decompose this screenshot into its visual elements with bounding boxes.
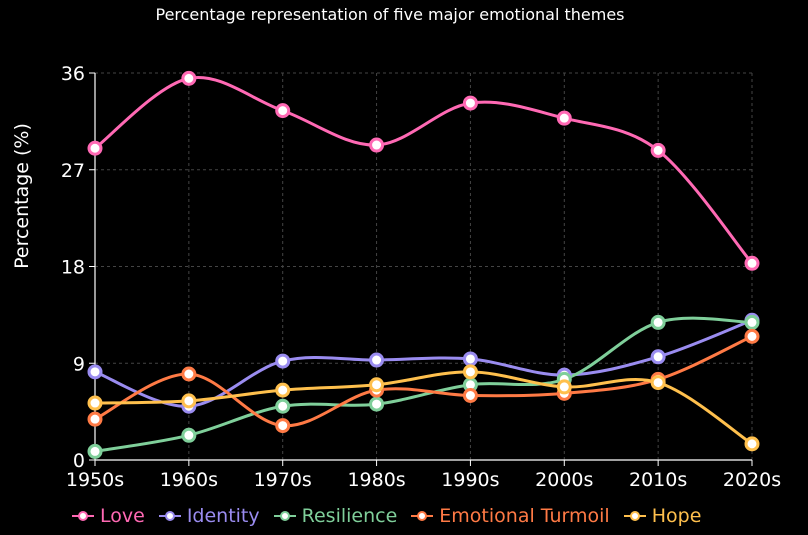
legend-marker-icon xyxy=(411,509,434,523)
series-line-love xyxy=(94,75,754,265)
data-point-hope[interactable] xyxy=(462,364,478,380)
y-tick-label: 27 xyxy=(61,160,85,182)
series-group xyxy=(87,70,760,459)
x-tick-label: 1970s xyxy=(254,469,312,491)
data-point-identity[interactable] xyxy=(650,349,666,365)
legend-label: Identity xyxy=(186,505,260,527)
data-point-resilience[interactable] xyxy=(744,314,760,330)
data-point-hope[interactable] xyxy=(275,382,291,398)
x-tick-label: 2010s xyxy=(629,469,687,491)
data-point-love[interactable] xyxy=(556,110,572,126)
legend-marker-icon xyxy=(623,509,646,523)
legend-item-resilience[interactable]: Resilience xyxy=(273,505,398,527)
data-point-resilience[interactable] xyxy=(87,443,103,459)
data-point-emotional-turmoil[interactable] xyxy=(87,411,103,427)
data-point-love[interactable] xyxy=(369,137,385,153)
axes: 0 9 18 27 36 1950s 1960s 1970s 1980s 1990s 2000s 20… xyxy=(61,63,781,491)
legend-item-hope[interactable]: Hope xyxy=(623,505,702,527)
x-tick-label: 1960s xyxy=(160,469,218,491)
legend-marker-icon xyxy=(158,509,181,523)
y-tick-label: 18 xyxy=(61,257,85,279)
legend-label: Resilience xyxy=(301,505,398,527)
y-tick-label: 36 xyxy=(61,63,85,85)
data-point-identity[interactable] xyxy=(462,351,478,367)
legend-item-emotional-turmoil[interactable]: Emotional Turmoil xyxy=(411,505,610,527)
chart-title: Percentage representation of five major … xyxy=(155,5,624,24)
x-tick-label: 1990s xyxy=(441,469,499,491)
legend-label: Emotional Turmoil xyxy=(439,505,610,527)
x-tick-label: 1980s xyxy=(347,469,405,491)
data-point-hope[interactable] xyxy=(650,375,666,391)
y-axis-label: Percentage (%) xyxy=(11,123,33,269)
legend-marker-icon xyxy=(273,509,296,523)
legend-marker-icon xyxy=(72,509,94,523)
data-point-identity[interactable] xyxy=(275,353,291,369)
data-point-resilience[interactable] xyxy=(181,427,197,443)
legend-label: Hope xyxy=(651,505,702,527)
data-point-emotional-turmoil[interactable] xyxy=(462,388,478,403)
y-tick-label: 9 xyxy=(73,353,85,375)
data-point-love[interactable] xyxy=(650,142,666,158)
data-point-love[interactable] xyxy=(87,140,103,156)
data-point-hope[interactable] xyxy=(87,395,103,411)
series-line-resilience xyxy=(94,316,753,453)
data-point-hope[interactable] xyxy=(744,436,760,452)
grid-lines xyxy=(95,72,753,460)
data-point-love[interactable] xyxy=(181,70,197,86)
legend-item-identity[interactable]: Identity xyxy=(158,505,260,527)
y-tick-label: 0 xyxy=(73,450,85,472)
data-point-love[interactable] xyxy=(462,95,478,111)
data-point-love[interactable] xyxy=(744,255,760,271)
x-tick-label: 2000s xyxy=(535,469,593,491)
data-point-emotional-turmoil[interactable] xyxy=(181,366,197,382)
data-point-resilience[interactable] xyxy=(275,398,291,414)
x-tick-label: 1950s xyxy=(66,469,124,491)
data-point-hope[interactable] xyxy=(181,393,197,409)
line-chart: Percentage representation of five major … xyxy=(11,5,781,491)
legend: Love Identity Resilience Emotional Turmoil H… xyxy=(72,505,701,527)
data-point-emotional-turmoil[interactable] xyxy=(275,418,291,434)
data-point-resilience[interactable] xyxy=(650,314,666,330)
data-point-resilience[interactable] xyxy=(369,396,385,412)
data-point-emotional-turmoil[interactable] xyxy=(744,328,760,344)
x-tick-label: 2020s xyxy=(723,469,781,491)
data-point-love[interactable] xyxy=(275,103,291,119)
data-point-identity[interactable] xyxy=(369,352,385,368)
data-point-identity[interactable] xyxy=(87,364,103,380)
legend-label: Love xyxy=(100,505,145,527)
data-point-hope[interactable] xyxy=(556,379,572,395)
data-point-hope[interactable] xyxy=(369,377,385,393)
legend-item-love[interactable]: Love xyxy=(72,505,145,527)
